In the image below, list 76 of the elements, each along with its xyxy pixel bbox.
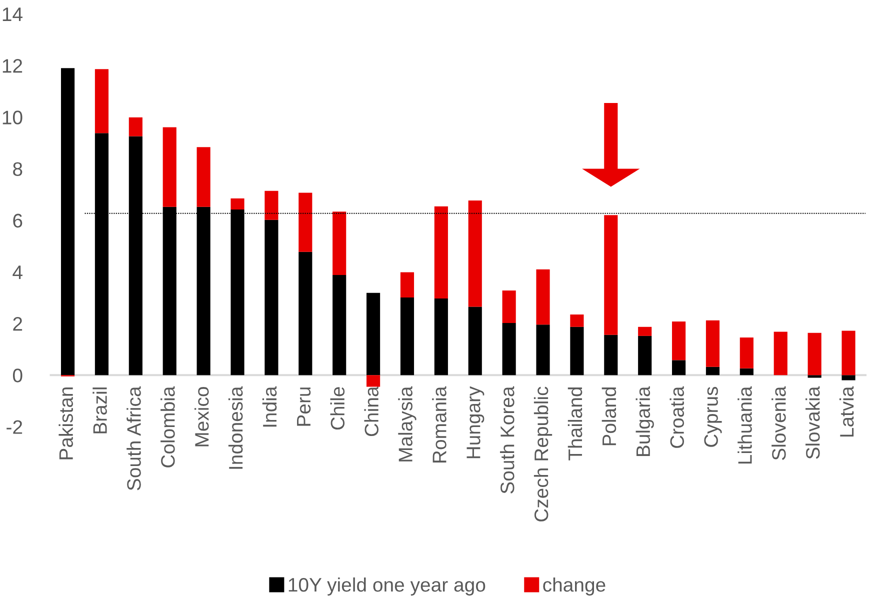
x-tick-label: Romania [432, 386, 446, 462]
bar [638, 336, 652, 376]
x-tick-label: China [364, 386, 379, 436]
bar [706, 366, 720, 376]
x-tick-label: Croatia [670, 386, 684, 448]
x-tick-label: South Africa [126, 386, 141, 490]
x-tick-label: Slovenia [772, 386, 786, 460]
bar [570, 326, 584, 376]
x-tick-label: Mexico [194, 387, 209, 446]
bar [570, 314, 584, 327]
y-tick-label: 0 [12, 368, 22, 382]
bar [196, 147, 210, 207]
bar [638, 326, 652, 336]
x-tick-label: Brazil [92, 388, 107, 434]
bar [434, 206, 448, 299]
bar [434, 298, 448, 376]
y-tick-label: 8 [13, 162, 22, 176]
bar [298, 252, 312, 376]
x-tick-label: Slovakia [806, 386, 820, 459]
bar [604, 215, 618, 335]
x-tick-label: Colombia [160, 386, 175, 468]
bar [366, 292, 380, 376]
bar [842, 330, 856, 376]
x-tick-label: Bulgaria [636, 386, 654, 456]
x-tick-label: Chile [330, 387, 345, 430]
bar [808, 375, 822, 378]
bar [298, 192, 312, 252]
x-tick-label: Cyprus [704, 386, 722, 447]
legend-label: change [543, 577, 606, 596]
x-tick-label: Malaysia [398, 386, 416, 462]
bar [740, 368, 754, 376]
x-tick-label: Hungary [466, 386, 484, 458]
x-tick-label: Czech Republic [534, 386, 552, 522]
x-tick-label: Peru [297, 388, 311, 426]
bar [672, 321, 686, 360]
y-tick-label: 12 [2, 59, 22, 73]
bar [264, 190, 278, 220]
bar [60, 68, 75, 376]
bar [842, 375, 856, 380]
bar [502, 323, 516, 376]
x-tick-label: Lithuania [738, 386, 752, 464]
bar [264, 220, 278, 376]
bar [162, 127, 176, 207]
y-tick-label: 10 [2, 110, 22, 124]
x-tick-label: Poland [602, 387, 616, 446]
bar [400, 272, 414, 298]
bar [502, 290, 516, 324]
x-tick-label: India [262, 386, 277, 427]
bar [94, 69, 109, 134]
bar [536, 269, 550, 325]
x-tick-label: Latvia [839, 386, 854, 437]
bar [808, 332, 822, 376]
y-tick-label: 6 [13, 214, 22, 228]
y-tick-label: 14 [2, 8, 22, 22]
bar [706, 320, 720, 367]
x-tick-label: South Korea [500, 386, 514, 494]
bar [672, 360, 686, 376]
bar [230, 198, 244, 210]
y-tick-label: 4 [12, 266, 22, 279]
bar [536, 324, 550, 376]
x-tick-label: Pakistan [58, 387, 73, 460]
x-tick-label: Thailand [568, 387, 582, 460]
bar [400, 297, 414, 376]
y-tick-label: -2 [6, 420, 22, 434]
bar [128, 117, 142, 136]
bar [468, 200, 482, 307]
bar [774, 332, 788, 376]
bar [332, 212, 346, 276]
bar [332, 275, 346, 376]
bar [604, 334, 618, 376]
legend-label: 10Y yield one year ago [288, 577, 486, 596]
bar [468, 306, 482, 376]
x-tick-label: Indonesia [228, 386, 243, 469]
bar [740, 337, 754, 368]
bar [366, 375, 380, 387]
y-tick-label: 2 [13, 317, 22, 331]
